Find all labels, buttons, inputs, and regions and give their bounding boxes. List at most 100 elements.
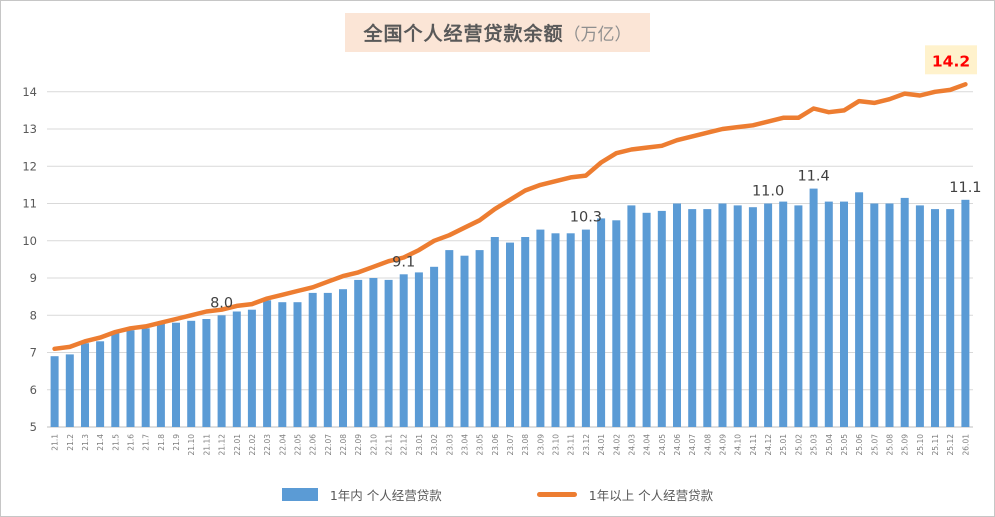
legend-bar-swatch [281, 488, 318, 501]
bar-24.07 [688, 209, 697, 427]
bar-22.10 [369, 278, 378, 427]
x-axis-tick-label: 21.10 [187, 434, 196, 456]
x-axis-tick-label: 23.03 [445, 434, 454, 456]
x-axis-tick-label: 23.12 [582, 434, 591, 456]
bar-24.03 [627, 205, 636, 427]
bar-21.8 [156, 322, 165, 427]
y-axis-tick-label: 13 [22, 122, 37, 136]
x-axis-tick-label: 25.02 [794, 434, 803, 456]
y-axis-tick-label: 5 [30, 420, 37, 434]
x-axis-tick-label: 26.01 [961, 434, 970, 456]
bar-23.02 [430, 266, 439, 427]
x-axis-tick-label: 22.05 [294, 434, 303, 456]
bar-data-label: 8.0 [210, 295, 233, 311]
bar-24.05 [657, 210, 666, 427]
bar-21.7 [141, 328, 150, 427]
bar-22.12 [399, 274, 408, 427]
x-axis-tick-label: 24.11 [749, 434, 758, 456]
y-axis-tick-label: 8 [30, 308, 37, 322]
x-axis-tick-label: 22.09 [354, 434, 363, 456]
bar-25.01 [779, 201, 788, 427]
line-series [52, 82, 968, 352]
bar-22.01 [232, 311, 241, 427]
bar-22.09 [354, 279, 363, 427]
x-axis-tick-label: 22.10 [369, 434, 378, 456]
bar-25.11 [931, 209, 939, 427]
chart-title-wrap: 全国个人经营贷款余额（万亿） [1, 13, 994, 52]
bar-data-label: 10.3 [570, 210, 602, 226]
x-axis-tick-label: 22.11 [385, 434, 394, 456]
bar-23.03 [445, 250, 454, 427]
x-axis-tick-label: 21.3 [81, 434, 90, 451]
x-axis-tick-label: 23.07 [506, 434, 515, 456]
x-axis-tick-label: 21.8 [157, 434, 166, 451]
bar-22.07 [323, 292, 332, 427]
x-axis-tick-label: 23.05 [476, 434, 485, 456]
bar-data-label: 9.1 [392, 254, 415, 270]
bar-22.11 [384, 279, 393, 427]
bar-23.08 [521, 237, 530, 427]
x-axis-tick-label: 24.08 [703, 434, 712, 456]
x-axis-tick-label: 25.07 [870, 434, 879, 456]
bar-25.08 [885, 203, 894, 427]
bar-21.10 [187, 320, 196, 427]
x-axis-tick-label: 24.01 [597, 434, 606, 456]
chart-title: 全国个人经营贷款余额 [363, 23, 564, 45]
bar-26.01 [961, 199, 970, 427]
y-axis-tick-label: 11 [22, 197, 37, 211]
bar-23.12 [581, 229, 590, 427]
bar-23.01 [414, 272, 423, 427]
bar-22.05 [293, 302, 302, 427]
bar-24.02 [612, 220, 621, 427]
x-axis-tick-label: 23.10 [552, 434, 561, 456]
y-axis-tick-label: 9 [30, 271, 37, 285]
bar-21.9 [172, 322, 180, 427]
x-axis-tick-label: 24.06 [673, 434, 682, 456]
bar-24.09 [718, 203, 727, 427]
x-axis-tick-label: 23.09 [536, 434, 545, 456]
bar-23.10 [551, 233, 560, 427]
bar-25.10 [915, 205, 924, 427]
bar-25.07 [870, 203, 879, 427]
legend-item-1: 1年以上 个人经营贷款 [536, 485, 713, 504]
x-axis-tick-label: 25.12 [946, 434, 955, 456]
x-axis-tick-label: 22.06 [309, 434, 318, 456]
x-axis-tick-label: 22.07 [324, 434, 333, 456]
bar-22.02 [247, 309, 256, 427]
x-axis-tick-label: 24.07 [688, 434, 697, 456]
legend-line-swatch [536, 492, 577, 497]
bar-24.01 [597, 218, 606, 427]
line-data-label: 14.2 [932, 52, 970, 70]
x-axis-tick-label: 25.03 [810, 434, 819, 456]
bar-23.06 [490, 237, 499, 427]
x-axis-tick-label: 23.08 [521, 434, 530, 456]
x-axis-tick-label: 23.11 [567, 434, 576, 456]
bar-21.11 [202, 319, 211, 427]
y-axis-tick-label: 14 [22, 85, 37, 99]
x-axis-tick-label: 22.03 [263, 434, 272, 456]
bar-data-label: 11.4 [797, 169, 829, 185]
x-axis-tick-label: 24.10 [734, 434, 743, 456]
x-axis-tick-label: 22.08 [339, 434, 348, 456]
x-axis-tick-label: 25.10 [916, 434, 925, 456]
x-axis-tick-label: 25.08 [886, 434, 895, 456]
bar-22.08 [339, 289, 347, 427]
x-axis-tick-label: 24.05 [658, 434, 667, 456]
bar-data-label: 11.0 [752, 184, 784, 200]
bar-25.02 [794, 205, 803, 427]
bar-24.06 [673, 203, 681, 427]
x-axis-tick-label: 23.02 [430, 434, 439, 456]
x-axis-tick-label: 25.01 [779, 434, 788, 456]
x-axis-tick-label: 25.04 [825, 434, 834, 456]
x-axis-tick-label: 21.2 [66, 434, 75, 451]
x-axis-tick-label: 24.04 [643, 434, 652, 456]
x-axis-tick-label: 25.11 [931, 434, 940, 456]
bar-23.04 [460, 255, 469, 427]
chart-title-unit: （万亿） [563, 25, 632, 45]
legend-item-0: 1年内 个人经营贷款 [281, 485, 442, 504]
bar-22.06 [308, 292, 317, 427]
x-axis-tick-label: 22.04 [278, 434, 287, 456]
x-axis-tick-label: 21.4 [96, 434, 105, 451]
